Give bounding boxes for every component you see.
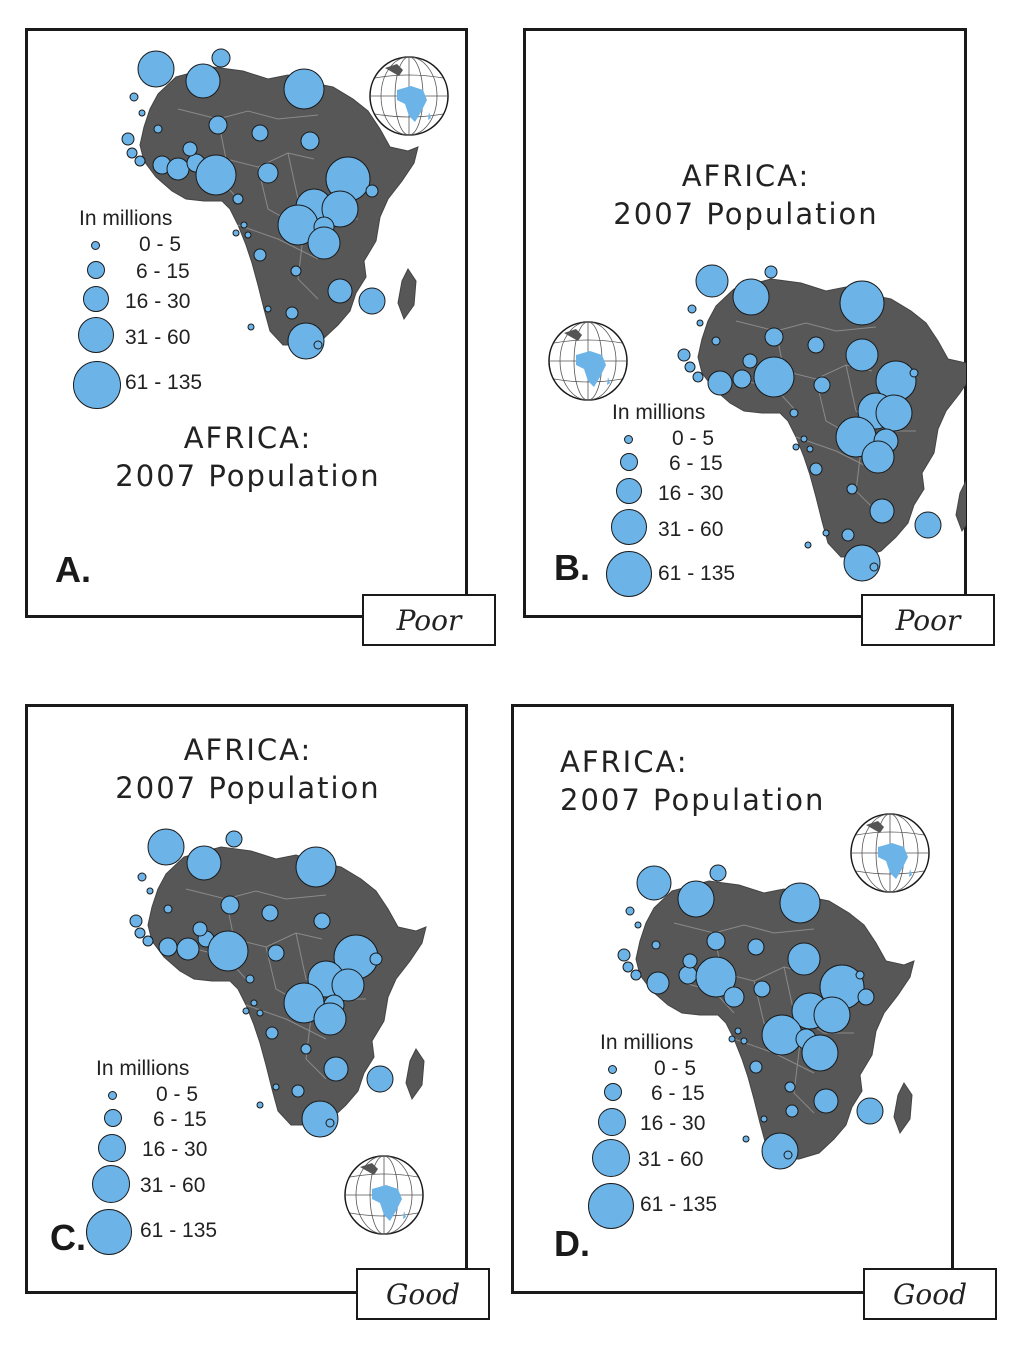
africa-map xyxy=(617,864,915,1170)
legend-symbol xyxy=(592,1139,630,1177)
legend-heading: In millions xyxy=(96,1057,190,1080)
title-line-1: AFRICA: xyxy=(560,745,689,779)
legend-label: 16 - 30 xyxy=(658,482,724,505)
panel-letter: B. xyxy=(554,547,590,588)
panel-letter: A. xyxy=(55,549,91,590)
legend-symbol xyxy=(87,261,105,279)
legend-symbol xyxy=(104,1109,122,1127)
title-line-2: 2007 Population xyxy=(115,771,381,805)
legend-heading: In millions xyxy=(612,401,706,424)
legend-symbol xyxy=(92,1165,130,1203)
legend-symbol xyxy=(78,317,114,353)
globe-icon xyxy=(548,321,628,401)
legend-label: 0 - 5 xyxy=(156,1083,199,1106)
legend-symbol xyxy=(98,1134,126,1162)
verdict-box: Good xyxy=(863,1268,997,1320)
africa-map xyxy=(677,264,966,582)
legend-symbol xyxy=(608,1065,617,1074)
title-line-1: AFRICA: xyxy=(681,159,811,193)
map-title: AFRICA: 2007 Population xyxy=(98,419,398,495)
map-panel-c: AFRICA: 2007 Population In milli xyxy=(25,704,468,1294)
legend-label: 31 - 60 xyxy=(658,518,724,541)
map-title: AFRICA: 2007 Population xyxy=(596,157,896,233)
title-line-2: 2007 Population xyxy=(560,783,826,817)
legend-symbol xyxy=(606,551,652,597)
legend-symbol xyxy=(598,1108,626,1136)
legend-label: 61 - 135 xyxy=(140,1219,218,1242)
verdict-box: Poor xyxy=(861,594,995,646)
legend-label: 6 - 15 xyxy=(669,452,723,475)
legend-label: 0 - 5 xyxy=(654,1057,697,1080)
title-line-1: AFRICA: xyxy=(183,421,313,455)
legend-label: 0 - 5 xyxy=(672,427,715,450)
panel-letter: C. xyxy=(50,1217,86,1258)
legend-symbol xyxy=(73,361,121,409)
legend-label: 31 - 60 xyxy=(140,1174,206,1197)
globe-icon xyxy=(344,1155,424,1235)
africa-map xyxy=(121,48,419,360)
legend: In millions 0 - 5 6 - 15 16 - 30 31 - 60… xyxy=(86,1057,250,1261)
legend-label: 16 - 30 xyxy=(640,1112,706,1135)
map-panel-b: AFRICA: 2007 Population In mi xyxy=(523,28,967,618)
legend-symbol xyxy=(91,241,100,250)
legend-symbol xyxy=(620,453,638,471)
legend-label: 31 - 60 xyxy=(125,326,191,349)
legend-symbol xyxy=(624,435,633,444)
verdict-box: Poor xyxy=(362,594,496,646)
africa-map xyxy=(129,828,427,1138)
legend-label: 31 - 60 xyxy=(638,1148,704,1171)
legend-label: 61 - 135 xyxy=(658,562,736,585)
legend: In millions 0 - 5 6 - 15 16 - 30 31 - 60… xyxy=(73,207,233,411)
legend-heading: In millions xyxy=(79,207,173,230)
title-line-2: 2007 Population xyxy=(613,197,879,231)
map-title: AFRICA: 2007 Population xyxy=(560,743,825,819)
legend-label: 61 - 135 xyxy=(640,1193,718,1216)
legend-heading: In millions xyxy=(600,1031,694,1054)
legend-symbol xyxy=(611,509,647,545)
legend-symbol xyxy=(588,1183,634,1229)
legend-label: 6 - 15 xyxy=(136,260,190,283)
globe-icon xyxy=(369,56,449,136)
legend: In millions 0 - 5 6 - 15 16 - 30 31 - 60… xyxy=(606,401,766,605)
legend-label: 0 - 5 xyxy=(139,233,182,256)
title-line-1: AFRICA: xyxy=(183,733,313,767)
verdict-box: Good xyxy=(356,1268,490,1320)
legend-symbol xyxy=(86,1209,132,1255)
map-title: AFRICA: 2007 Population xyxy=(98,731,398,807)
legend-label: 6 - 15 xyxy=(153,1108,207,1131)
legend-label: 16 - 30 xyxy=(125,290,191,313)
legend-symbol xyxy=(83,286,109,312)
legend-label: 16 - 30 xyxy=(142,1138,208,1161)
map-panel-a: In millions 0 - 5 6 - 15 16 - 30 31 - 60… xyxy=(25,28,468,618)
legend-symbol xyxy=(108,1091,117,1100)
title-line-2: 2007 Population xyxy=(115,459,381,493)
legend-label: 6 - 15 xyxy=(651,1082,705,1105)
legend-label: 61 - 135 xyxy=(125,371,203,394)
legend-symbol xyxy=(616,478,642,504)
map-panel-d: AFRICA: 2007 Population In mi xyxy=(511,704,954,1294)
panel-letter: D. xyxy=(554,1223,590,1264)
legend-symbol xyxy=(604,1083,622,1101)
legend: In millions 0 - 5 6 - 15 16 - 30 31 - 60… xyxy=(588,1031,754,1235)
